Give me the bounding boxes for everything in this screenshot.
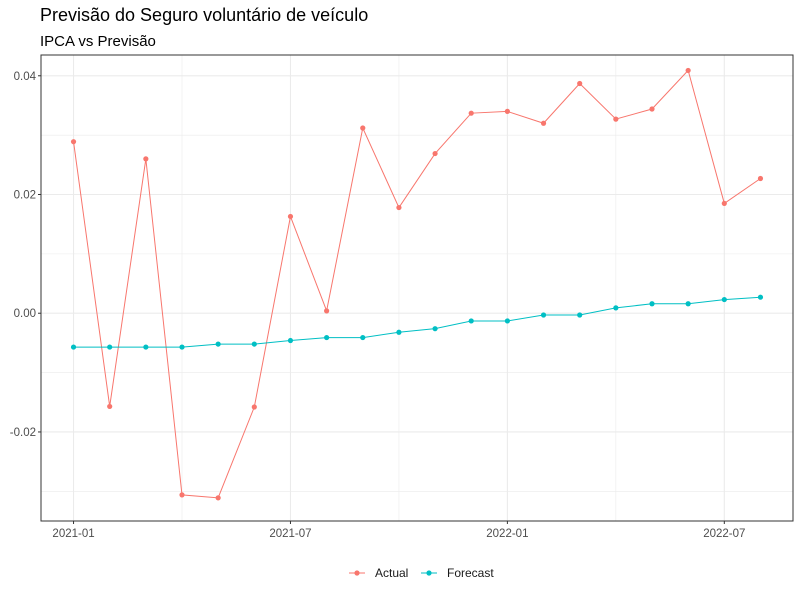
data-point-forecast (649, 301, 655, 307)
data-point-forecast (251, 341, 257, 347)
data-point-forecast (287, 337, 294, 344)
data-point-forecast (721, 296, 727, 303)
series-line-actual (73, 69, 761, 499)
legend-label: Actual (375, 566, 408, 580)
data-point-forecast (107, 344, 113, 350)
data-point-actual (613, 116, 619, 122)
data-point-forecast (432, 326, 438, 332)
data-point-forecast (215, 341, 221, 347)
grid-lines (41, 55, 793, 521)
y-tick-label: 0.02 (14, 190, 36, 202)
series-line-forecast (73, 296, 761, 348)
legend-key-point (426, 570, 432, 576)
plot-background (41, 55, 793, 521)
data-point-forecast (613, 305, 619, 311)
legend: Actual Forecast (349, 566, 494, 580)
series-layer (70, 67, 764, 501)
data-point-forecast (685, 301, 691, 307)
y-tick-label: 0.04 (14, 71, 37, 83)
data-point-forecast (577, 312, 583, 318)
data-point-forecast (504, 318, 510, 324)
chart-subtitle: IPCA vs Previsão (40, 33, 156, 50)
x-tick-label: 2021-07 (269, 528, 311, 540)
data-point-actual (685, 67, 691, 74)
x-tick-label: 2021-01 (52, 528, 94, 540)
data-point-actual (577, 80, 583, 87)
data-point-actual (396, 204, 402, 211)
data-point-forecast (396, 329, 402, 335)
x-tick-label: 2022-07 (703, 528, 745, 540)
axes: -0.02 0.00 0.02 0.04 2021-01 2021-07 2022-01 20… (10, 71, 746, 540)
legend-key-point (354, 570, 360, 576)
data-point-actual (504, 108, 510, 114)
data-point-actual (757, 175, 764, 182)
data-point-actual (540, 120, 547, 126)
data-point-actual (721, 200, 727, 207)
data-point-actual (287, 213, 294, 220)
data-point-actual (215, 495, 221, 501)
data-point-actual (360, 125, 366, 131)
data-point-actual (324, 308, 330, 314)
y-tick-label: -0.02 (10, 427, 36, 439)
chart-title: Previsão do Seguro voluntário de veículo (40, 5, 369, 25)
data-point-actual (468, 110, 474, 116)
data-point-forecast (540, 312, 547, 318)
data-point-actual (143, 156, 149, 162)
data-point-actual (70, 139, 77, 145)
legend-label: Forecast (447, 566, 494, 580)
data-point-forecast (757, 294, 764, 300)
data-point-actual (107, 403, 113, 410)
x-tick-label: 2022-01 (486, 528, 528, 540)
data-point-forecast (143, 344, 149, 350)
data-point-actual (432, 150, 438, 157)
plot-border (40, 54, 794, 522)
data-point-actual (649, 106, 655, 112)
y-tick-label: 0.00 (14, 308, 36, 320)
data-point-forecast (179, 344, 185, 350)
data-point-actual (179, 492, 185, 498)
data-point-forecast (324, 334, 330, 341)
data-point-forecast (360, 334, 366, 341)
data-point-forecast (70, 344, 77, 350)
data-point-actual (251, 404, 257, 410)
data-point-forecast (468, 318, 474, 324)
